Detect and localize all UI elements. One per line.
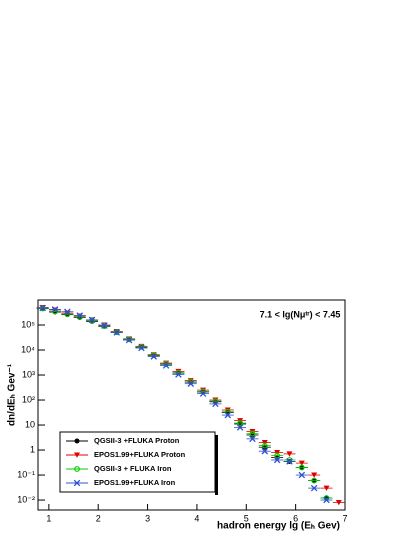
marker [150, 352, 157, 359]
y-axis-label: dn/dEₕ Gev⁻¹ [7, 363, 18, 426]
marker [310, 484, 318, 492]
marker [298, 471, 306, 479]
marker [274, 449, 281, 456]
marker [162, 362, 170, 369]
marker [113, 329, 120, 336]
marker [323, 496, 330, 504]
marker [199, 390, 207, 397]
y-tick-label: 10⁵ [21, 319, 35, 329]
marker [249, 435, 256, 443]
marker [261, 442, 268, 449]
marker [286, 451, 293, 457]
legend-label: QGSII-3 + FLUKA Iron [94, 464, 172, 473]
x-tick-label: 5 [244, 513, 249, 523]
marker [200, 387, 207, 393]
marker [73, 479, 81, 487]
marker [212, 400, 219, 408]
x-tick-label: 4 [194, 513, 199, 523]
y-tick-label: 10⁴ [21, 344, 35, 354]
legend-shadow [215, 435, 218, 495]
marker [39, 304, 46, 312]
marker [74, 466, 80, 472]
marker [88, 316, 96, 324]
marker [249, 430, 256, 437]
marker [298, 460, 305, 466]
marker [101, 322, 108, 329]
marker [51, 306, 59, 313]
marker [113, 329, 120, 336]
marker [126, 336, 132, 343]
marker [224, 411, 232, 419]
legend-label: QGSII-3 +FLUKA Proton [94, 436, 180, 445]
y-tick-label: 10 [25, 419, 35, 429]
legend-label: EPOS1.99+FLUKA Iron [94, 478, 176, 487]
marker [311, 477, 318, 484]
marker [261, 447, 269, 455]
marker [237, 420, 244, 426]
marker [323, 485, 330, 491]
y-tick-label: 1 [30, 444, 35, 454]
marker [138, 343, 145, 350]
marker [74, 452, 80, 458]
marker [89, 317, 95, 324]
marker [187, 380, 195, 387]
marker [150, 353, 158, 360]
marker [261, 440, 268, 446]
legend-box [59, 431, 216, 493]
x-tick-label: 7 [342, 513, 347, 523]
legend-label: EPOS1.99+FLUKA Proton [94, 450, 186, 459]
marker [39, 305, 46, 312]
plot-frame [37, 299, 346, 511]
marker [236, 424, 244, 431]
marker [224, 408, 231, 415]
marker [175, 371, 182, 378]
x-tick-label: 2 [96, 513, 101, 523]
marker [273, 456, 281, 464]
marker [286, 458, 293, 465]
marker [335, 499, 342, 506]
y-tick-label: 10³ [22, 369, 35, 379]
marker [74, 438, 80, 444]
y-tick-label: 10⁻¹ [17, 469, 35, 479]
marker [298, 464, 305, 471]
marker [311, 472, 318, 478]
y-tick-label: 10⁻² [17, 494, 35, 504]
x-tick-label: 1 [46, 513, 51, 523]
y-tick-label: 10² [22, 394, 35, 404]
marker [224, 407, 231, 413]
marker [64, 308, 71, 315]
x-tick-label: 6 [293, 513, 298, 523]
annotation: 7.1 < lg(Nμᵗʳ) < 7.45 [260, 309, 341, 319]
marker [125, 336, 133, 344]
marker [138, 344, 145, 352]
x-tick-label: 3 [145, 513, 150, 523]
x-axis-label: hadron energy lg (Eₕ Gev) [217, 521, 340, 532]
marker [274, 452, 281, 459]
marker [76, 312, 83, 319]
